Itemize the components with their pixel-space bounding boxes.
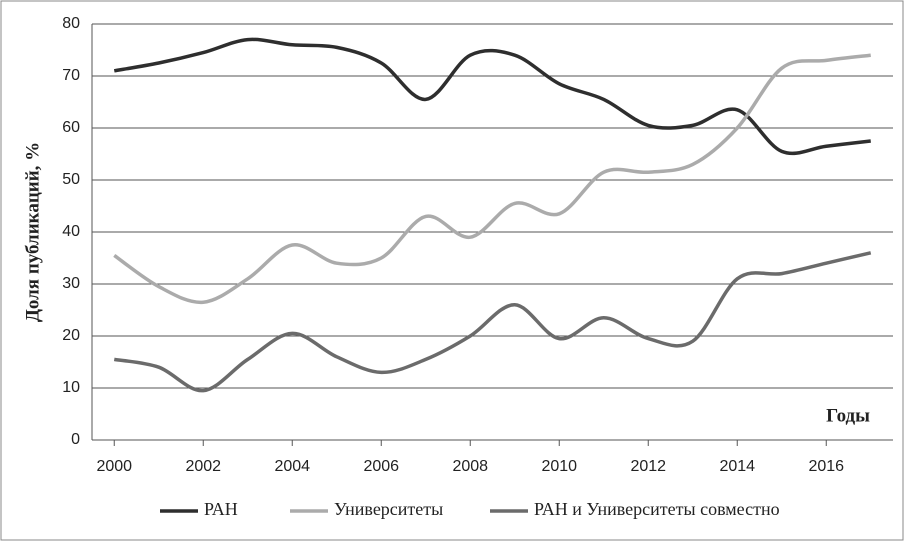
series-line	[113, 251, 872, 393]
y-tick-label: 50	[62, 171, 80, 188]
x-tick-label: 2004	[274, 458, 310, 475]
x-tick-label: 2008	[452, 458, 488, 475]
y-tick-label: 0	[71, 431, 80, 448]
x-tick-label: 2002	[185, 458, 221, 475]
legend-label: РАН	[204, 499, 238, 519]
y-tick-label: 20	[62, 327, 80, 344]
y-tick-label: 40	[62, 223, 80, 240]
x-tick-label: 2000	[96, 458, 132, 475]
y-tick-label: 30	[62, 275, 80, 292]
y-tick-label: 80	[62, 15, 80, 32]
x-tick-label: 2006	[363, 458, 399, 475]
series-line	[113, 37, 871, 156]
x-tick-label: 2016	[808, 458, 844, 475]
x-tick-label: 2010	[541, 458, 577, 475]
y-axis-label: Доля публикаций, %	[22, 142, 43, 322]
annotation: Годы	[826, 405, 870, 426]
y-tick-label: 10	[62, 379, 80, 396]
legend-label: РАН и Университеты совместно	[534, 499, 780, 519]
x-tick-label: 2012	[630, 458, 666, 475]
x-tick-label: 2014	[719, 458, 755, 475]
y-tick-label: 70	[62, 67, 80, 84]
y-tick-label: 60	[62, 119, 80, 136]
series-line	[113, 53, 871, 304]
legend-label: Университеты	[334, 499, 443, 519]
